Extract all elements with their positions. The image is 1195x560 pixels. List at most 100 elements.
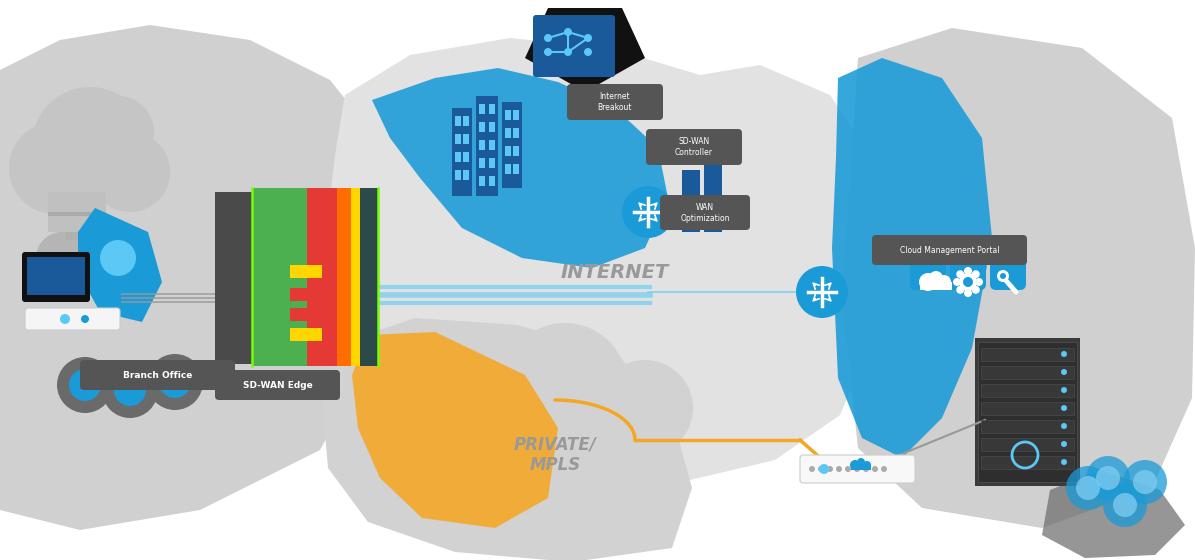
Bar [48, 192, 106, 232]
Circle shape [1096, 466, 1120, 490]
Bar [505, 146, 511, 156]
Circle shape [81, 315, 88, 323]
Circle shape [796, 266, 848, 318]
Circle shape [100, 240, 136, 276]
Circle shape [45, 99, 111, 165]
FancyBboxPatch shape [25, 308, 120, 330]
Polygon shape [1042, 470, 1185, 558]
Circle shape [872, 466, 878, 472]
Bar [351, 188, 360, 366]
Circle shape [1061, 405, 1067, 411]
FancyBboxPatch shape [872, 235, 1027, 265]
Bar [513, 110, 519, 120]
Circle shape [36, 232, 88, 284]
Bar [455, 152, 461, 162]
Bar [476, 96, 498, 196]
Bar [455, 134, 461, 144]
Bar [252, 188, 307, 366]
Bar [48, 212, 106, 216]
Polygon shape [842, 28, 1195, 528]
Circle shape [836, 466, 842, 472]
Circle shape [975, 278, 983, 286]
Circle shape [1061, 387, 1067, 393]
Circle shape [59, 216, 98, 256]
Circle shape [382, 370, 478, 466]
Bar [513, 146, 519, 156]
Bar [489, 122, 495, 132]
Circle shape [564, 48, 572, 56]
Bar [981, 366, 1074, 379]
Bar [479, 104, 485, 114]
Bar [513, 164, 519, 174]
Polygon shape [0, 25, 390, 530]
Circle shape [863, 466, 869, 472]
Circle shape [1061, 423, 1067, 429]
Bar [307, 188, 337, 366]
Bar [290, 265, 321, 278]
Circle shape [32, 87, 148, 203]
Circle shape [850, 460, 860, 470]
FancyBboxPatch shape [22, 252, 90, 302]
Bar [455, 170, 461, 180]
Circle shape [544, 48, 552, 56]
Bar [505, 110, 511, 120]
Circle shape [584, 34, 592, 42]
Circle shape [964, 289, 972, 297]
Bar [66, 232, 88, 240]
Text: Branch Office: Branch Office [123, 371, 192, 380]
Bar [981, 402, 1074, 415]
Bar [479, 140, 485, 150]
Bar [360, 188, 378, 366]
FancyBboxPatch shape [80, 360, 235, 390]
FancyBboxPatch shape [533, 15, 615, 77]
Circle shape [159, 366, 191, 398]
Circle shape [845, 466, 851, 472]
Bar [462, 152, 468, 162]
Bar [981, 348, 1074, 361]
Circle shape [1076, 476, 1101, 500]
Polygon shape [832, 58, 992, 458]
Bar [462, 134, 468, 144]
Circle shape [10, 122, 102, 214]
Circle shape [564, 28, 572, 36]
Circle shape [425, 340, 535, 450]
Circle shape [809, 466, 815, 472]
Bar [851, 465, 871, 470]
Circle shape [1103, 483, 1147, 527]
Circle shape [90, 132, 170, 212]
FancyBboxPatch shape [799, 455, 915, 483]
Bar [920, 282, 952, 290]
Circle shape [102, 362, 158, 418]
FancyBboxPatch shape [950, 254, 986, 290]
Polygon shape [321, 318, 692, 560]
Bar [290, 308, 321, 321]
Bar [505, 164, 511, 174]
Circle shape [956, 286, 964, 294]
Circle shape [1066, 466, 1110, 510]
Circle shape [503, 323, 627, 447]
FancyBboxPatch shape [911, 254, 946, 290]
Circle shape [584, 48, 592, 56]
FancyBboxPatch shape [660, 195, 750, 230]
Circle shape [60, 314, 71, 324]
Bar [455, 116, 461, 126]
Text: Cloud Management Portal: Cloud Management Portal [900, 245, 1000, 254]
Circle shape [82, 96, 154, 168]
Circle shape [997, 270, 1009, 282]
Bar [981, 384, 1074, 397]
Bar [489, 104, 495, 114]
Polygon shape [372, 68, 668, 268]
Bar [215, 192, 257, 364]
Bar [981, 456, 1074, 469]
Bar [489, 176, 495, 186]
Circle shape [827, 466, 833, 472]
Circle shape [854, 466, 860, 472]
Circle shape [1000, 273, 1006, 279]
Circle shape [1086, 456, 1130, 500]
Bar [513, 128, 519, 138]
Circle shape [1061, 441, 1067, 447]
FancyBboxPatch shape [646, 129, 742, 165]
Bar [479, 158, 485, 168]
Circle shape [55, 212, 121, 278]
Bar [978, 342, 1077, 482]
